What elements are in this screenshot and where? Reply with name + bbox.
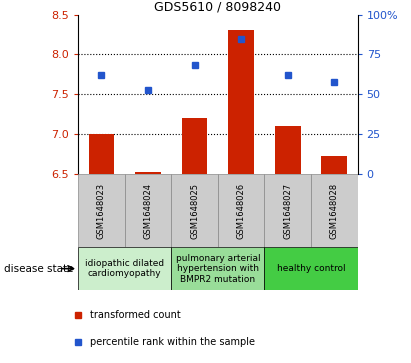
- Bar: [264, 247, 358, 290]
- Text: percentile rank within the sample: percentile rank within the sample: [90, 337, 255, 347]
- Text: disease state: disease state: [4, 264, 74, 274]
- Text: GSM1648024: GSM1648024: [143, 183, 152, 238]
- Bar: [275, 126, 300, 174]
- Text: GSM1648027: GSM1648027: [283, 183, 292, 238]
- Bar: [78, 174, 125, 247]
- Bar: [171, 174, 218, 247]
- Bar: [311, 174, 358, 247]
- Bar: [321, 156, 347, 174]
- Bar: [125, 174, 171, 247]
- Text: GSM1648023: GSM1648023: [97, 183, 106, 238]
- Bar: [264, 174, 311, 247]
- Text: healthy control: healthy control: [277, 264, 345, 273]
- Bar: [78, 247, 171, 290]
- Bar: [229, 30, 254, 174]
- Text: GSM1648025: GSM1648025: [190, 183, 199, 238]
- Text: transformed count: transformed count: [90, 310, 181, 319]
- Text: GSM1648026: GSM1648026: [237, 183, 246, 238]
- Bar: [171, 247, 264, 290]
- Text: GSM1648028: GSM1648028: [330, 183, 339, 238]
- Bar: [89, 134, 114, 174]
- Bar: [135, 172, 161, 174]
- Bar: [182, 118, 208, 174]
- Text: pulmonary arterial
hypertension with
BMPR2 mutation: pulmonary arterial hypertension with BMP…: [175, 254, 260, 284]
- Bar: [218, 174, 264, 247]
- Text: idiopathic dilated
cardiomyopathy: idiopathic dilated cardiomyopathy: [85, 259, 164, 278]
- Title: GDS5610 / 8098240: GDS5610 / 8098240: [154, 0, 282, 13]
